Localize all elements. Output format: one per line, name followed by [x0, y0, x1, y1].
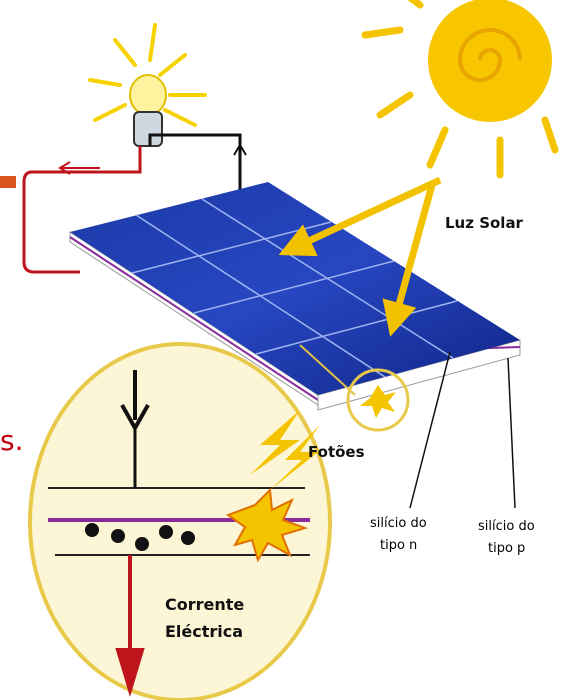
slide-bar [0, 176, 16, 188]
label-p-type: silício do [478, 519, 535, 534]
label-current: Eléctrica [165, 622, 243, 641]
label-n-type: tipo n [380, 538, 417, 553]
slide-text-fragment: s. [0, 424, 24, 457]
pointer-p [508, 358, 515, 508]
solar-cell-diagram: s. [0, 0, 562, 700]
label-sunlight: Luz Solar [445, 214, 524, 232]
label-photons: Fotões [308, 443, 365, 461]
bulb-base [134, 112, 162, 146]
label-n-type: silício do [370, 516, 427, 531]
sun-disc [428, 0, 552, 122]
label-current: Corrente [165, 595, 244, 614]
arrow-up [234, 145, 246, 165]
wire-black [150, 135, 240, 190]
label-p-type: tipo p [488, 541, 525, 556]
bulb-glass [130, 75, 166, 115]
